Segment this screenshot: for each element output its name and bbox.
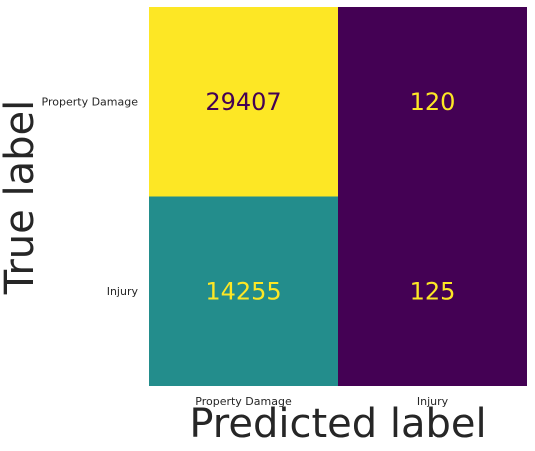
cell-value-label: 120 <box>410 88 456 116</box>
heatmap-cell <box>149 196 338 386</box>
x-axis-tick-labels: Property Damage Injury <box>195 395 448 408</box>
x-tick-label: Injury <box>417 395 449 408</box>
cell-value-label: 14255 <box>205 277 281 305</box>
heatmap-cell-values: 29407 120 14255 125 <box>205 88 455 306</box>
y-axis-tick-labels: Property Damage Injury <box>42 95 139 298</box>
y-tick-label: Injury <box>107 285 139 298</box>
heatmap-cells <box>149 7 527 386</box>
y-axis-label: True label <box>0 100 43 295</box>
heatmap-cell <box>149 7 338 197</box>
x-tick-label: Property Damage <box>195 395 292 408</box>
x-axis-label: Predicted label <box>189 401 486 447</box>
cell-value-label: 125 <box>410 277 456 305</box>
heatmap-cell <box>338 196 527 386</box>
y-tick-label: Property Damage <box>42 95 139 108</box>
cell-value-label: 29407 <box>205 88 281 116</box>
heatmap-cell <box>338 7 527 197</box>
